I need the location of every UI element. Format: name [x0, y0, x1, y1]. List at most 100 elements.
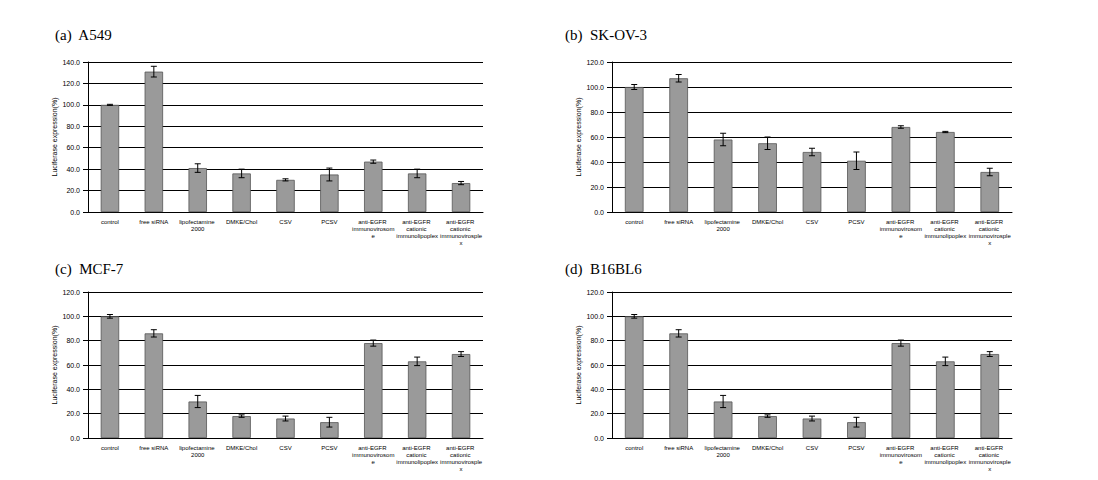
- svg-text:immunolipoplex: immunolipoplex: [924, 459, 966, 465]
- svg-text:control: control: [625, 445, 643, 451]
- svg-text:anti-EGFR: anti-EGFR: [446, 445, 476, 451]
- svg-text:0.0: 0.0: [594, 209, 604, 216]
- svg-text:e: e: [372, 459, 376, 465]
- svg-text:cationic: cationic: [979, 226, 1001, 232]
- svg-text:immunolipoplex: immunolipoplex: [924, 233, 966, 239]
- svg-text:cationic: cationic: [406, 226, 428, 232]
- svg-text:immunovirosom: immunovirosom: [352, 226, 394, 232]
- svg-text:40.0: 40.0: [66, 166, 80, 173]
- svg-text:immunovirosom: immunovirosom: [352, 452, 394, 458]
- svg-text:anti-EGFR: anti-EGFR: [886, 219, 916, 225]
- svg-text:DMKE/Chol: DMKE/Chol: [226, 219, 257, 225]
- svg-text:100.0: 100.0: [62, 313, 80, 320]
- svg-text:120.0: 120.0: [586, 289, 604, 296]
- svg-text:anti-EGFR: anti-EGFR: [975, 445, 1005, 451]
- svg-text:free siRNA: free siRNA: [664, 445, 693, 451]
- svg-text:0.0: 0.0: [70, 209, 80, 216]
- svg-text:cationic: cationic: [934, 226, 956, 232]
- svg-text:80.0: 80.0: [590, 109, 604, 116]
- svg-text:20.0: 20.0: [590, 410, 604, 417]
- svg-text:cationic: cationic: [934, 452, 956, 458]
- svg-text:lipofectamine: lipofectamine: [179, 445, 216, 451]
- svg-text:2000: 2000: [716, 226, 730, 232]
- svg-text:anti-EGFR: anti-EGFR: [446, 219, 476, 225]
- svg-text:100.0: 100.0: [586, 313, 604, 320]
- svg-text:(a) A549: (a) A549: [55, 27, 112, 44]
- svg-text:free siRNA: free siRNA: [139, 219, 168, 225]
- svg-text:100.0: 100.0: [62, 101, 80, 108]
- svg-text:PCSV: PCSV: [848, 445, 864, 451]
- svg-text:2000: 2000: [191, 452, 205, 458]
- svg-text:anti-EGFR: anti-EGFR: [402, 445, 432, 451]
- svg-text:PCSV: PCSV: [321, 219, 337, 225]
- svg-text:Luciferase expression(%): Luciferase expression(%): [51, 98, 59, 177]
- svg-text:(b) SK-OV-3: (b) SK-OV-3: [565, 27, 647, 44]
- svg-text:anti-EGFR: anti-EGFR: [930, 445, 960, 451]
- svg-text:control: control: [101, 445, 119, 451]
- svg-text:20.0: 20.0: [66, 187, 80, 194]
- svg-text:40.0: 40.0: [590, 159, 604, 166]
- svg-text:PCSV: PCSV: [848, 219, 864, 225]
- svg-text:immunovirosple: immunovirosple: [969, 459, 1012, 465]
- svg-text:immunolipoplex: immunolipoplex: [396, 459, 438, 465]
- svg-text:60.0: 60.0: [66, 362, 80, 369]
- svg-text:e: e: [372, 233, 376, 239]
- svg-text:anti-EGFR: anti-EGFR: [975, 219, 1005, 225]
- svg-text:e: e: [899, 459, 903, 465]
- svg-text:Luciferase expression(%): Luciferase expression(%): [575, 98, 583, 177]
- svg-text:anti-EGFR: anti-EGFR: [930, 219, 960, 225]
- svg-text:DMKE/Chol: DMKE/Chol: [752, 219, 783, 225]
- svg-text:immunovirosple: immunovirosple: [440, 233, 483, 239]
- svg-text:(c) MCF-7: (c) MCF-7: [55, 261, 124, 278]
- svg-text:e: e: [899, 233, 903, 239]
- svg-text:120.0: 120.0: [586, 59, 604, 66]
- svg-text:control: control: [101, 219, 119, 225]
- svg-text:2000: 2000: [716, 452, 730, 458]
- svg-text:anti-EGFR: anti-EGFR: [358, 445, 388, 451]
- svg-text:immunovirosple: immunovirosple: [969, 233, 1012, 239]
- svg-text:100.0: 100.0: [586, 84, 604, 91]
- svg-text:2000: 2000: [191, 226, 205, 232]
- svg-text:60.0: 60.0: [590, 362, 604, 369]
- svg-text:CSV: CSV: [279, 219, 291, 225]
- svg-text:immunolipoplex: immunolipoplex: [396, 233, 438, 239]
- svg-text:80.0: 80.0: [590, 337, 604, 344]
- svg-text:CSV: CSV: [806, 219, 818, 225]
- svg-text:control: control: [625, 219, 643, 225]
- svg-text:x: x: [988, 240, 991, 246]
- svg-text:PCSV: PCSV: [321, 445, 337, 451]
- svg-text:immunovirosom: immunovirosom: [880, 452, 922, 458]
- svg-text:x: x: [460, 240, 463, 246]
- svg-text:lipofectamine: lipofectamine: [179, 219, 216, 225]
- svg-text:0.0: 0.0: [70, 435, 80, 442]
- svg-text:immunovirosple: immunovirosple: [440, 459, 483, 465]
- svg-text:20.0: 20.0: [590, 184, 604, 191]
- svg-text:Luciferase expression(%): Luciferase expression(%): [51, 326, 59, 405]
- svg-text:lipofectamine: lipofectamine: [705, 445, 742, 451]
- svg-text:free siRNA: free siRNA: [139, 445, 168, 451]
- svg-text:120.0: 120.0: [62, 80, 80, 87]
- svg-text:DMKE/Chol: DMKE/Chol: [226, 445, 257, 451]
- svg-text:CSV: CSV: [806, 445, 818, 451]
- svg-text:free siRNA: free siRNA: [664, 219, 693, 225]
- svg-text:immunovirosom: immunovirosom: [880, 226, 922, 232]
- svg-text:80.0: 80.0: [66, 123, 80, 130]
- svg-text:anti-EGFR: anti-EGFR: [402, 219, 432, 225]
- svg-text:x: x: [460, 466, 463, 472]
- svg-text:20.0: 20.0: [66, 410, 80, 417]
- svg-text:lipofectamine: lipofectamine: [705, 219, 742, 225]
- svg-text:120.0: 120.0: [62, 289, 80, 296]
- svg-text:CSV: CSV: [279, 445, 291, 451]
- svg-text:40.0: 40.0: [66, 386, 80, 393]
- svg-text:anti-EGFR: anti-EGFR: [886, 445, 916, 451]
- svg-text:DMKE/Chol: DMKE/Chol: [752, 445, 783, 451]
- svg-text:60.0: 60.0: [590, 134, 604, 141]
- svg-text:cationic: cationic: [979, 452, 1001, 458]
- svg-text:Luciferase expression(%): Luciferase expression(%): [575, 326, 583, 405]
- svg-text:(d) B16BL6: (d) B16BL6: [565, 261, 642, 278]
- svg-text:60.0: 60.0: [66, 144, 80, 151]
- svg-text:140.0: 140.0: [62, 59, 80, 66]
- svg-text:x: x: [988, 466, 991, 472]
- svg-text:cationic: cationic: [450, 452, 472, 458]
- svg-text:80.0: 80.0: [66, 337, 80, 344]
